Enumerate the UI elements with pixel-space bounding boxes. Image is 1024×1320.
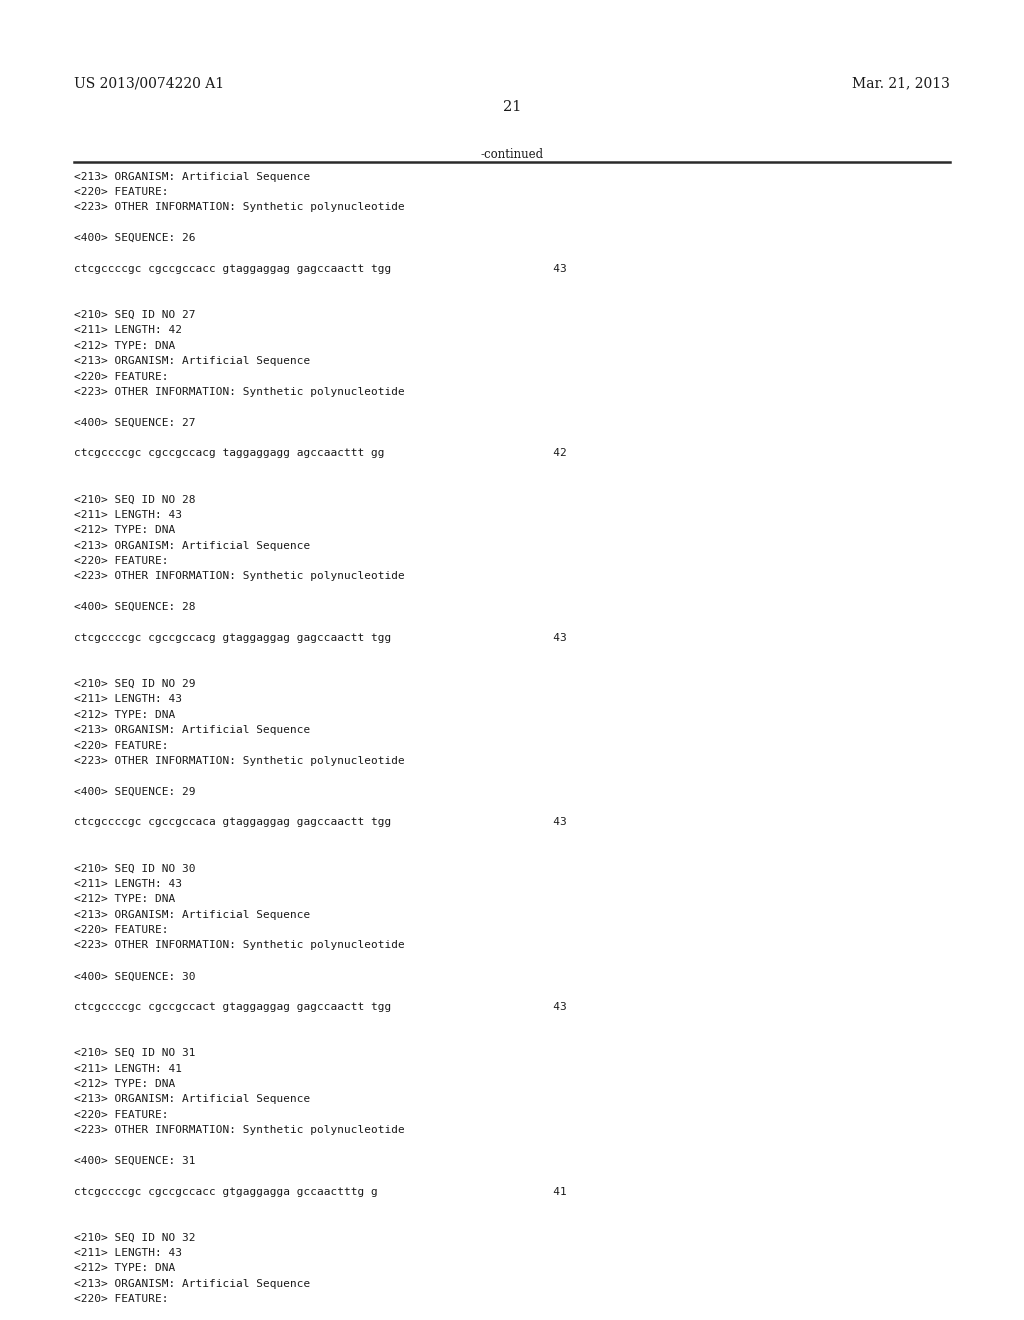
Text: <213> ORGANISM: Artificial Sequence: <213> ORGANISM: Artificial Sequence	[74, 1279, 310, 1288]
Text: <211> LENGTH: 43: <211> LENGTH: 43	[74, 1249, 181, 1258]
Text: <211> LENGTH: 43: <211> LENGTH: 43	[74, 879, 181, 888]
Text: 21: 21	[503, 100, 521, 115]
Text: <223> OTHER INFORMATION: Synthetic polynucleotide: <223> OTHER INFORMATION: Synthetic polyn…	[74, 202, 404, 213]
Text: <212> TYPE: DNA: <212> TYPE: DNA	[74, 1263, 175, 1274]
Text: <220> FEATURE:: <220> FEATURE:	[74, 1294, 168, 1304]
Text: <211> LENGTH: 43: <211> LENGTH: 43	[74, 694, 181, 705]
Text: <210> SEQ ID NO 31: <210> SEQ ID NO 31	[74, 1048, 196, 1059]
Text: <220> FEATURE:: <220> FEATURE:	[74, 556, 168, 566]
Text: <223> OTHER INFORMATION: Synthetic polynucleotide: <223> OTHER INFORMATION: Synthetic polyn…	[74, 940, 404, 950]
Text: ctcgccccgc cgccgccact gtaggaggag gagccaactt tgg                        43: ctcgccccgc cgccgccact gtaggaggag gagccaa…	[74, 1002, 566, 1012]
Text: <213> ORGANISM: Artificial Sequence: <213> ORGANISM: Artificial Sequence	[74, 1094, 310, 1105]
Text: <400> SEQUENCE: 26: <400> SEQUENCE: 26	[74, 234, 196, 243]
Text: ctcgccccgc cgccgccacc gtgaggagga gccaactttg g                          41: ctcgccccgc cgccgccacc gtgaggagga gccaact…	[74, 1187, 566, 1196]
Text: <400> SEQUENCE: 29: <400> SEQUENCE: 29	[74, 787, 196, 797]
Text: <213> ORGANISM: Artificial Sequence: <213> ORGANISM: Artificial Sequence	[74, 541, 310, 550]
Text: <212> TYPE: DNA: <212> TYPE: DNA	[74, 895, 175, 904]
Text: <210> SEQ ID NO 27: <210> SEQ ID NO 27	[74, 310, 196, 319]
Text: Mar. 21, 2013: Mar. 21, 2013	[852, 77, 950, 91]
Text: <220> FEATURE:: <220> FEATURE:	[74, 1110, 168, 1119]
Text: <212> TYPE: DNA: <212> TYPE: DNA	[74, 525, 175, 536]
Text: US 2013/0074220 A1: US 2013/0074220 A1	[74, 77, 224, 91]
Text: <212> TYPE: DNA: <212> TYPE: DNA	[74, 710, 175, 719]
Text: <220> FEATURE:: <220> FEATURE:	[74, 741, 168, 751]
Text: <213> ORGANISM: Artificial Sequence: <213> ORGANISM: Artificial Sequence	[74, 909, 310, 920]
Text: <400> SEQUENCE: 27: <400> SEQUENCE: 27	[74, 417, 196, 428]
Text: -continued: -continued	[480, 148, 544, 161]
Text: <220> FEATURE:: <220> FEATURE:	[74, 187, 168, 197]
Text: ctcgccccgc cgccgccacc gtaggaggag gagccaactt tgg                        43: ctcgccccgc cgccgccacc gtaggaggag gagccaa…	[74, 264, 566, 273]
Text: <220> FEATURE:: <220> FEATURE:	[74, 371, 168, 381]
Text: <212> TYPE: DNA: <212> TYPE: DNA	[74, 341, 175, 351]
Text: <400> SEQUENCE: 31: <400> SEQUENCE: 31	[74, 1156, 196, 1166]
Text: <223> OTHER INFORMATION: Synthetic polynucleotide: <223> OTHER INFORMATION: Synthetic polyn…	[74, 756, 404, 766]
Text: <212> TYPE: DNA: <212> TYPE: DNA	[74, 1078, 175, 1089]
Text: <213> ORGANISM: Artificial Sequence: <213> ORGANISM: Artificial Sequence	[74, 725, 310, 735]
Text: <210> SEQ ID NO 29: <210> SEQ ID NO 29	[74, 678, 196, 689]
Text: <220> FEATURE:: <220> FEATURE:	[74, 925, 168, 935]
Text: <400> SEQUENCE: 30: <400> SEQUENCE: 30	[74, 972, 196, 981]
Text: <213> ORGANISM: Artificial Sequence: <213> ORGANISM: Artificial Sequence	[74, 356, 310, 366]
Text: <210> SEQ ID NO 30: <210> SEQ ID NO 30	[74, 863, 196, 874]
Text: <223> OTHER INFORMATION: Synthetic polynucleotide: <223> OTHER INFORMATION: Synthetic polyn…	[74, 387, 404, 397]
Text: <210> SEQ ID NO 32: <210> SEQ ID NO 32	[74, 1233, 196, 1242]
Text: <211> LENGTH: 42: <211> LENGTH: 42	[74, 326, 181, 335]
Text: <211> LENGTH: 43: <211> LENGTH: 43	[74, 510, 181, 520]
Text: <210> SEQ ID NO 28: <210> SEQ ID NO 28	[74, 495, 196, 504]
Text: ctcgccccgc cgccgccacg gtaggaggag gagccaactt tgg                        43: ctcgccccgc cgccgccacg gtaggaggag gagccaa…	[74, 634, 566, 643]
Text: ctcgccccgc cgccgccacg taggaggagg agccaacttt gg                         42: ctcgccccgc cgccgccacg taggaggagg agccaac…	[74, 449, 566, 458]
Text: <211> LENGTH: 41: <211> LENGTH: 41	[74, 1064, 181, 1073]
Text: <223> OTHER INFORMATION: Synthetic polynucleotide: <223> OTHER INFORMATION: Synthetic polyn…	[74, 1125, 404, 1135]
Text: ctcgccccgc cgccgccaca gtaggaggag gagccaactt tgg                        43: ctcgccccgc cgccgccaca gtaggaggag gagccaa…	[74, 817, 566, 828]
Text: <223> OTHER INFORMATION: Synthetic polynucleotide: <223> OTHER INFORMATION: Synthetic polyn…	[74, 572, 404, 581]
Text: <400> SEQUENCE: 28: <400> SEQUENCE: 28	[74, 602, 196, 612]
Text: <213> ORGANISM: Artificial Sequence: <213> ORGANISM: Artificial Sequence	[74, 172, 310, 182]
